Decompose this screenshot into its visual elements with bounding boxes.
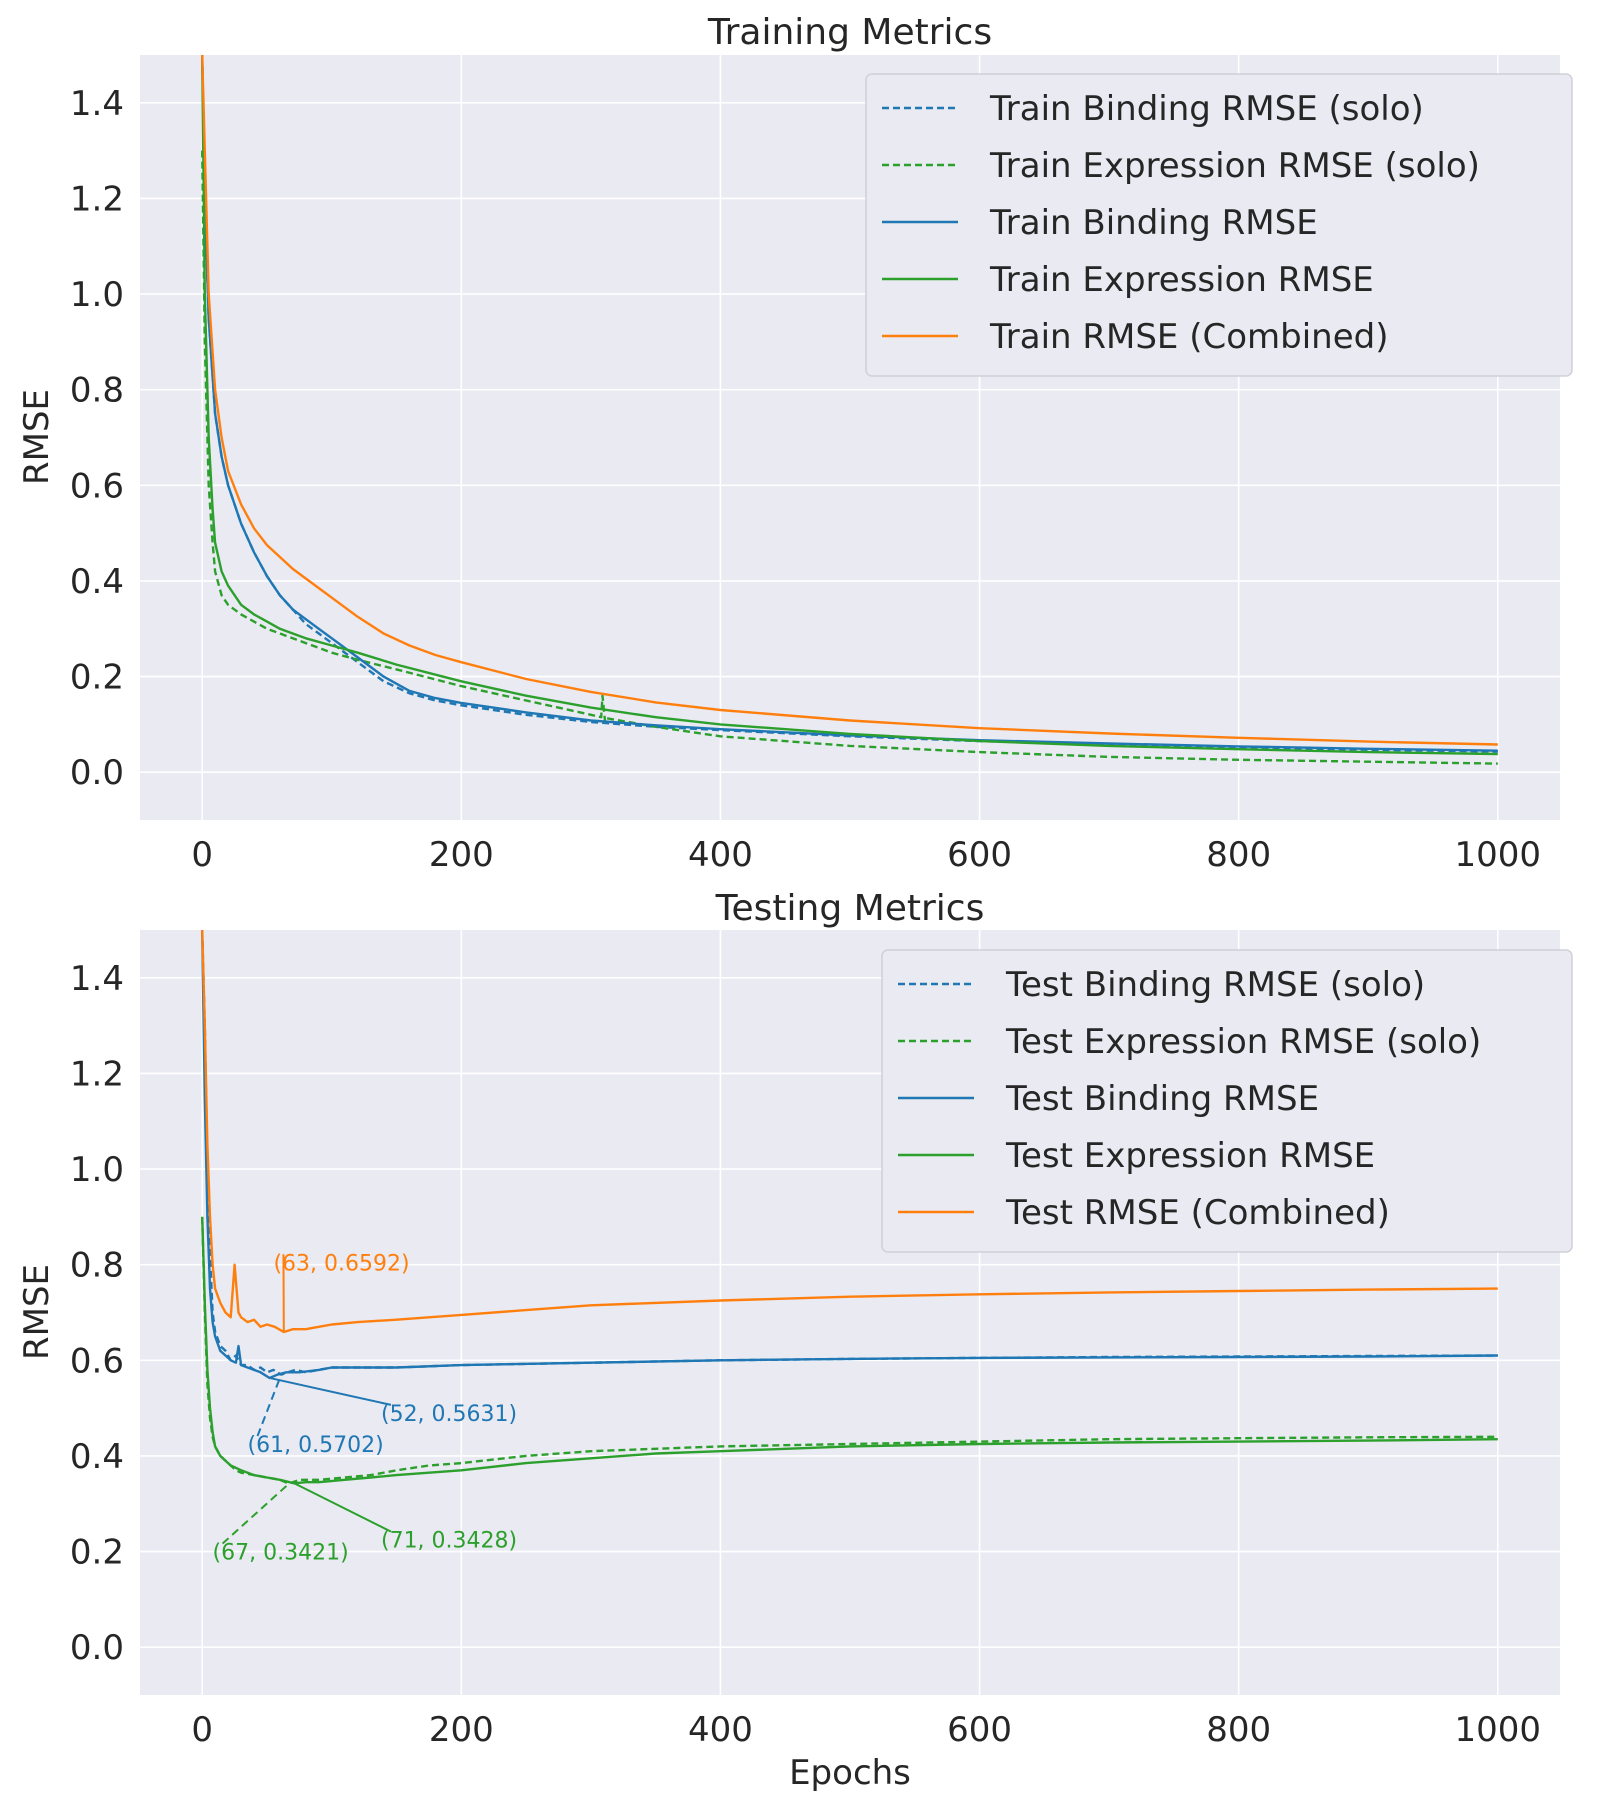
legend-label: Test RMSE (Combined) <box>1005 1193 1390 1233</box>
training-xtick-label: 0 <box>191 835 213 875</box>
training-xtick-label: 200 <box>429 835 494 875</box>
testing-ytick-label: 1.0 <box>70 1150 124 1190</box>
series-line <box>201 929 1498 1334</box>
testing-xtick-label: 0 <box>191 1710 213 1750</box>
training-chart: 0 200 400 600 800 1000 0.0 0.2 0.4 0.6 0.8 1.0 1.2 1… <box>17 12 1573 875</box>
annotation-arrow <box>256 1374 283 1437</box>
training-yticks: 0.0 0.2 0.4 0.6 0.8 1.0 1.2 1.4 <box>70 84 124 793</box>
testing-xtick-label: 800 <box>1206 1710 1271 1750</box>
testing-chart: (63, 0.6592) (52, 0.5631) (61, 0.5702) (71,… <box>17 888 1573 1793</box>
annotation-label: (52, 0.5631) <box>381 1402 517 1427</box>
testing-xtick-label: 1000 <box>1455 1710 1542 1750</box>
testing-ytick-label: 0.4 <box>70 1437 124 1477</box>
series-line <box>201 1216 1498 1485</box>
training-ylabel: RMSE <box>17 389 57 485</box>
annotation-label: (67, 0.3421) <box>213 1541 349 1566</box>
testing-ylabel: RMSE <box>17 1264 57 1360</box>
training-series <box>201 54 1498 765</box>
training-ytick-label: 1.4 <box>70 84 124 124</box>
legend-label: Train Expression RMSE <box>989 260 1374 300</box>
annotation-arrow <box>269 1376 392 1406</box>
legend-label: Train Expression RMSE (solo) <box>989 146 1480 186</box>
training-ytick-label: 0.6 <box>70 466 124 506</box>
series-line <box>201 54 1498 746</box>
training-ytick-label: 0.8 <box>70 371 124 411</box>
training-grid <box>140 55 1560 820</box>
training-ytick-label: 1.0 <box>70 275 124 315</box>
testing-ytick-label: 1.4 <box>70 959 124 999</box>
legend-label: Test Binding RMSE <box>1005 1079 1319 1119</box>
training-ytick-label: 0.2 <box>70 658 124 698</box>
testing-ytick-label: 0.0 <box>70 1628 124 1668</box>
legend-label: Test Expression RMSE <box>1005 1136 1375 1176</box>
series-line <box>201 54 1498 756</box>
testing-ytick-label: 0.6 <box>70 1341 124 1381</box>
legend-label: Test Binding RMSE (solo) <box>1005 965 1425 1005</box>
testing-title: Testing Metrics <box>715 888 985 929</box>
training-legend-box <box>865 73 1573 377</box>
training-ytick-label: 0.4 <box>70 562 124 602</box>
training-xtick-label: 800 <box>1206 835 1271 875</box>
testing-ytick-label: 0.2 <box>70 1533 124 1573</box>
testing-xtick-label: 600 <box>947 1710 1012 1750</box>
legend-label: Test Expression RMSE (solo) <box>1005 1022 1481 1062</box>
testing-xtick-label: 400 <box>688 1710 753 1750</box>
series-line <box>201 929 1498 1380</box>
training-xticks: 0 200 400 600 800 1000 <box>191 835 1541 875</box>
testing-legend-box <box>881 949 1573 1253</box>
testing-ytick-label: 0.8 <box>70 1246 124 1286</box>
annotation-label: (61, 0.5702) <box>248 1433 384 1458</box>
training-ytick-label: 1.2 <box>70 179 124 219</box>
testing-xtick-label: 200 <box>429 1710 494 1750</box>
testing-xticks: 0 200 400 600 800 1000 <box>191 1710 1541 1750</box>
series-line <box>201 150 1498 765</box>
testing-legend: Test Binding RMSE (solo) Test Expression … <box>881 949 1573 1253</box>
training-title: Training Metrics <box>707 12 992 53</box>
annotation-arrow <box>293 1482 392 1533</box>
legend-label: Train RMSE (Combined) <box>989 317 1389 357</box>
annotation-label: (71, 0.3428) <box>381 1529 517 1554</box>
training-xtick-label: 400 <box>688 835 753 875</box>
training-xtick-label: 1000 <box>1455 835 1542 875</box>
testing-ytick-label: 1.2 <box>70 1054 124 1094</box>
testing-annotations: (63, 0.6592) (52, 0.5631) (61, 0.5702) (71,… <box>213 1251 518 1565</box>
annotation-label: (63, 0.6592) <box>273 1251 409 1276</box>
annotation-arrow <box>221 1482 290 1545</box>
legend-label: Train Binding RMSE (solo) <box>989 89 1424 129</box>
training-ytick-label: 0.0 <box>70 753 124 793</box>
training-legend: Train Binding RMSE (solo) Train Expressio… <box>865 73 1573 377</box>
legend-label: Train Binding RMSE <box>989 203 1318 243</box>
testing-yticks: 0.0 0.2 0.4 0.6 0.8 1.0 1.2 1.4 <box>70 959 124 1668</box>
training-xtick-label: 600 <box>947 835 1012 875</box>
testing-xlabel: Epochs <box>789 1753 911 1793</box>
